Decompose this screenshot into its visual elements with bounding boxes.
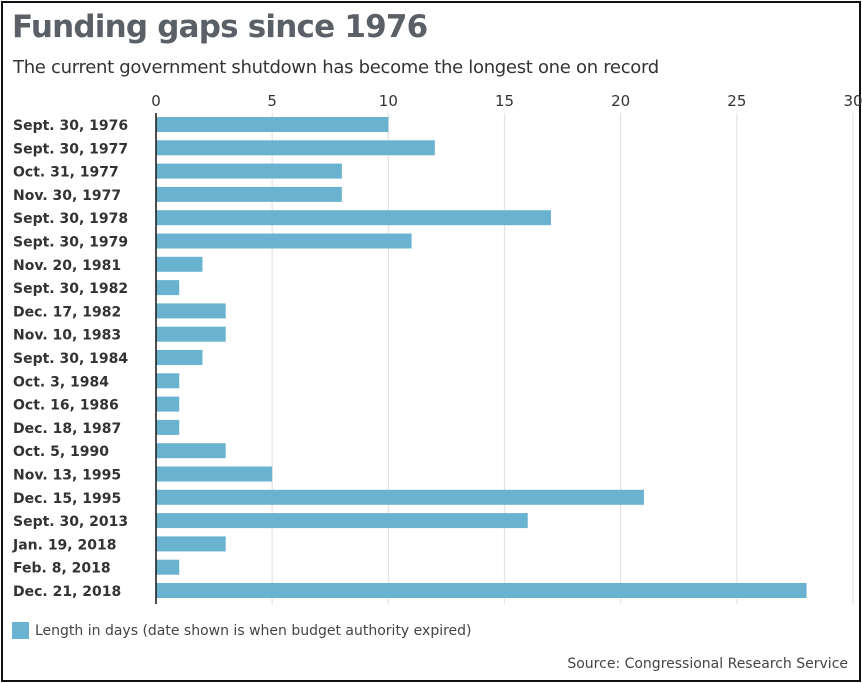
y-category-label: Oct. 31, 1977 [13, 165, 119, 181]
source-note: Source: Congressional Research Service [567, 656, 848, 672]
bar [156, 326, 226, 342]
y-category-label: Nov. 30, 1977 [13, 188, 121, 204]
x-tick-label: 20 [611, 92, 630, 110]
bar [156, 419, 180, 435]
bar [156, 396, 180, 412]
bar [156, 140, 435, 156]
bar [156, 373, 180, 389]
bar [156, 466, 273, 482]
y-category-label: Nov. 13, 1995 [13, 468, 121, 484]
y-category-label: Dec. 17, 1982 [13, 304, 121, 320]
bar [156, 233, 412, 249]
legend: Length in days (date shown is when budge… [12, 622, 472, 639]
x-tick-label: 30 [843, 92, 862, 110]
y-category-label: Dec. 15, 1995 [13, 491, 121, 507]
y-category-label: Sept. 30, 1984 [13, 351, 128, 367]
bar [156, 280, 180, 296]
legend-label: Length in days (date shown is when budge… [35, 622, 472, 639]
legend-swatch [12, 622, 29, 639]
bar [156, 163, 342, 179]
y-category-label: Feb. 8, 2018 [13, 561, 111, 577]
y-category-label: Sept. 30, 1982 [13, 281, 128, 297]
bar [156, 513, 528, 529]
y-category-label: Oct. 5, 1990 [13, 444, 109, 460]
y-category-label: Dec. 21, 2018 [13, 584, 121, 600]
bar [156, 489, 644, 505]
chart-title: Funding gaps since 1976 [12, 9, 428, 45]
y-category-label: Nov. 20, 1981 [13, 258, 121, 274]
bar [156, 117, 389, 132]
y-category-label: Jan. 19, 2018 [12, 537, 116, 553]
bar [156, 443, 226, 459]
bar [156, 186, 342, 202]
bar [156, 350, 203, 365]
x-tick-label: 15 [495, 92, 514, 110]
y-category-label: Sept. 30, 1976 [13, 118, 128, 134]
y-category-label: Oct. 3, 1984 [13, 374, 109, 390]
bar [156, 536, 226, 552]
chart-subtitle: The current government shutdown has beco… [13, 57, 659, 78]
y-category-label: Nov. 10, 1983 [13, 328, 121, 344]
bar [156, 256, 203, 272]
y-category-label: Dec. 18, 1987 [13, 421, 121, 437]
y-category-label: Sept. 30, 2013 [13, 514, 128, 530]
bar [156, 583, 807, 598]
y-category-label: Sept. 30, 1977 [13, 141, 128, 157]
x-tick-label: 0 [151, 92, 161, 110]
x-tick-label: 5 [267, 92, 277, 110]
bar [156, 303, 226, 319]
y-category-label: Sept. 30, 1979 [13, 235, 128, 251]
y-category-label: Sept. 30, 1978 [13, 211, 128, 227]
bar [156, 559, 180, 575]
x-tick-label: 10 [379, 92, 398, 110]
x-tick-label: 25 [727, 92, 746, 110]
bar [156, 210, 551, 226]
y-category-label: Oct. 16, 1986 [13, 398, 119, 414]
